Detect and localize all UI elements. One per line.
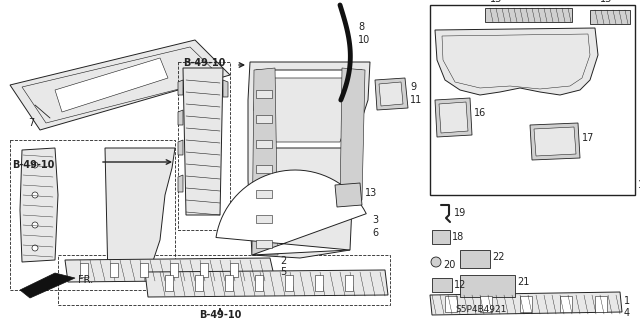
Bar [460,250,490,268]
Polygon shape [530,123,580,160]
Circle shape [431,257,441,267]
Text: B-49-10: B-49-10 [12,160,54,170]
Bar [460,275,515,297]
Polygon shape [10,40,230,130]
Text: 19: 19 [454,208,467,218]
Bar [256,190,272,198]
Text: 9: 9 [410,82,416,92]
Text: 5: 5 [280,267,286,277]
Text: 4: 4 [624,308,630,318]
Polygon shape [439,102,468,133]
Bar [256,90,272,98]
Text: B-49-10: B-49-10 [199,310,241,319]
Circle shape [32,222,38,228]
Bar [256,165,272,173]
Polygon shape [485,8,572,22]
Polygon shape [379,82,403,106]
Text: 20: 20 [443,260,456,270]
Polygon shape [590,10,630,24]
Text: 1: 1 [624,296,630,306]
Polygon shape [375,78,408,110]
Polygon shape [55,58,168,112]
Bar [165,275,173,291]
Bar [560,296,572,312]
Bar [520,296,532,312]
Polygon shape [430,292,622,315]
Polygon shape [248,62,370,258]
Polygon shape [65,258,275,282]
Bar [256,240,272,248]
Text: 22: 22 [492,252,504,262]
Circle shape [32,192,38,198]
Polygon shape [435,98,472,137]
Bar [225,275,233,291]
Polygon shape [183,68,223,215]
Text: 21: 21 [517,277,529,287]
Bar [195,275,203,291]
Text: 14: 14 [638,180,640,190]
Bar [200,263,208,277]
Bar [315,275,323,291]
Polygon shape [20,273,75,298]
Bar [80,263,88,277]
Polygon shape [178,80,183,95]
Bar [256,115,272,123]
Polygon shape [145,270,388,297]
Polygon shape [178,140,183,155]
Bar [432,230,450,244]
Bar [595,296,607,312]
Text: 15: 15 [490,0,502,4]
Text: 6: 6 [372,228,378,238]
Bar [256,215,272,223]
Text: 11: 11 [410,95,422,105]
Text: B-49-10: B-49-10 [183,58,225,68]
Bar [285,275,293,291]
Polygon shape [20,148,58,262]
Polygon shape [105,148,175,280]
Polygon shape [178,110,183,125]
Polygon shape [252,68,278,255]
Text: 7: 7 [28,118,35,128]
Text: 13: 13 [365,188,377,198]
Bar [255,275,263,291]
Polygon shape [178,175,183,192]
Bar [170,263,178,277]
Bar [345,275,353,291]
Bar [140,263,148,277]
Text: S5P4B4921: S5P4B4921 [455,305,506,314]
Text: 17: 17 [582,133,595,143]
Text: 2: 2 [280,256,286,266]
Polygon shape [435,28,598,95]
Bar [230,263,238,277]
Text: 10: 10 [358,35,371,45]
Polygon shape [254,70,362,148]
Bar [110,263,118,277]
Text: 16: 16 [474,108,486,118]
Polygon shape [340,68,365,210]
Polygon shape [216,170,366,255]
Bar [432,278,452,292]
Polygon shape [335,183,362,207]
Polygon shape [223,80,228,97]
Bar [256,140,272,148]
Bar [480,296,492,312]
Polygon shape [261,78,354,142]
Text: 18: 18 [452,232,464,242]
Text: 3: 3 [372,215,378,225]
Text: FR.: FR. [78,275,93,285]
Polygon shape [534,127,576,156]
Circle shape [32,245,38,251]
Text: 15: 15 [600,0,612,4]
Circle shape [32,162,38,168]
Text: 8: 8 [358,22,364,32]
Text: 12: 12 [454,280,467,290]
Bar [445,296,457,312]
